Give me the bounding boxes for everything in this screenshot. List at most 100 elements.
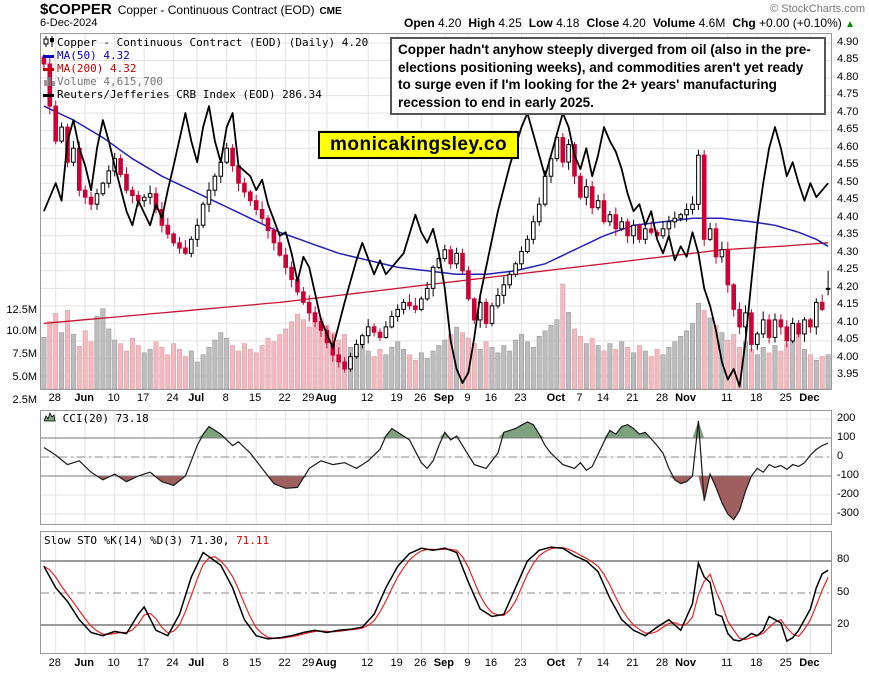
- cci-overbought-fill: [41, 420, 831, 438]
- date-tick-label: 12: [361, 657, 374, 669]
- price-axis-label: 4.25: [837, 263, 859, 276]
- date-tick-label: 15: [249, 657, 262, 669]
- line-swatch-icon: [43, 67, 54, 71]
- date-tick-label: 7: [576, 657, 583, 669]
- volume-bars-icon: [44, 77, 55, 86]
- legend-text: MA(200) 4.32: [57, 62, 137, 75]
- date-tick-label: Jun: [74, 657, 94, 669]
- date-tick-label: Jul: [188, 657, 205, 669]
- price-axis-label: 4.85: [837, 53, 859, 66]
- date-tick-label: Jul: [188, 392, 205, 404]
- date-tick-label: Oct: [546, 392, 566, 404]
- cci-canvas: [41, 411, 831, 524]
- stochastic-legend: Slow STO %K(14) %D(3) 71.30, 71.11: [44, 534, 269, 547]
- price-axis-label: 4.80: [837, 70, 859, 83]
- date-tick-label: 8: [222, 657, 229, 669]
- sto-axis-label: 80: [837, 553, 850, 566]
- date-tick-label: 21: [626, 392, 639, 404]
- price-axis-label: 4.55: [837, 158, 859, 171]
- date-tick-label: Nov: [675, 392, 696, 404]
- date-tick-label: 19: [390, 657, 403, 669]
- date-tick-label: Dec: [799, 392, 820, 404]
- date-tick-label: 11: [721, 657, 733, 669]
- date-tick-label: 14: [596, 657, 610, 669]
- chart-header: $COPPER Copper - Continuous Contract (EOD…: [40, 1, 342, 19]
- date-tick-label: 29: [302, 392, 315, 404]
- volume-axis-label: 12.5M: [6, 303, 37, 316]
- watermark-text: monicakingsley.co: [330, 134, 508, 155]
- date-tick-label: Jun: [74, 392, 94, 404]
- crb-index-line: [43, 105, 829, 388]
- price-axis-label: 4.45: [837, 193, 859, 206]
- date-tick-label: 22: [278, 657, 291, 669]
- date-tick-label: 10: [107, 392, 120, 404]
- cci-axis-label: 100: [837, 430, 856, 443]
- cci-oversold-fill: [41, 476, 831, 520]
- price-axis-label: 4.65: [837, 123, 859, 136]
- date-tick-label: 12: [361, 392, 374, 404]
- price-axis-label: 4.10: [837, 315, 859, 328]
- date-tick-label: 28: [48, 657, 61, 669]
- quote-value: 4.18: [556, 16, 580, 30]
- legend-text: Copper - Continuous Contract (EOD) (Dail…: [57, 36, 369, 49]
- price-axis-label: 4.75: [837, 88, 859, 101]
- date-tick-label: Nov: [675, 657, 696, 669]
- ma50-line: [43, 105, 829, 276]
- date-tick-label: Oct: [546, 657, 566, 669]
- annotation-box: Copper hadn't anyhow steeply diverged fr…: [390, 37, 826, 116]
- date-tick-label: 15: [249, 392, 262, 404]
- change-up-icon: ▲: [845, 19, 855, 30]
- date-tick-label: Sep: [433, 392, 454, 404]
- date-tick-label: 28: [655, 657, 669, 669]
- cci-legend: CCI(20) 73.18: [43, 411, 149, 425]
- line-swatch-icon: [43, 54, 54, 58]
- price-axis-label: 4.20: [837, 280, 859, 293]
- price-axis-label: 4.50: [837, 175, 859, 188]
- quote-value: 4.25: [498, 16, 522, 30]
- date-tick-label: Aug: [315, 657, 337, 669]
- ma200-line: [43, 242, 829, 325]
- volume-axis-label: 2.5M: [12, 393, 37, 406]
- price-axis-label: 4.30: [837, 245, 859, 258]
- chart-date: 6-Dec-2024: [40, 17, 98, 29]
- date-tick-label: 18: [750, 657, 763, 669]
- price-axis-label: 4.05: [837, 333, 859, 346]
- price-axis-label: 3.95: [837, 368, 859, 381]
- security-name: Copper - Continuous Contract (EOD): [117, 3, 315, 17]
- date-tick-label: 9: [464, 657, 471, 669]
- quote-value: +0.00 (+0.10%): [759, 16, 842, 30]
- quote-label: Volume: [652, 16, 696, 30]
- date-tick-label: 16: [484, 392, 498, 404]
- price-axis-label: 4.35: [837, 228, 859, 241]
- stochastic-panel: [40, 531, 832, 654]
- date-tick-label: 18: [750, 392, 763, 404]
- price-axis-label: 4.00: [837, 350, 859, 363]
- price-axis-label: 4.40: [837, 210, 859, 223]
- candlestick-icon: [43, 36, 54, 47]
- date-tick-label: 28: [48, 392, 61, 404]
- area-icon: [43, 411, 56, 422]
- cci-panel: [40, 410, 832, 525]
- sto-legend-d-value: 71.11: [236, 534, 270, 547]
- date-tick-label: 25: [779, 657, 792, 669]
- quote-label: Open: [404, 16, 435, 30]
- date-tick-label: 23: [514, 392, 527, 404]
- date-tick-label: 22: [278, 392, 291, 404]
- date-tick-label: Sep: [433, 657, 454, 669]
- stochastic-canvas: [41, 532, 831, 653]
- line-swatch-icon: [43, 93, 54, 97]
- cci-legend-text: CCI(20) 73.18: [62, 412, 149, 425]
- legend-row: Reuters/Jefferies CRB Index (EOD) 286.34: [43, 88, 368, 101]
- sto-axis-label: 50: [837, 585, 850, 598]
- quote-stats-row: Open 4.20 High 4.25 Low 4.18 Close 4.20 Volu…: [397, 16, 855, 30]
- legend-row: Copper - Continuous Contract (EOD) (Dail…: [43, 36, 368, 49]
- quote-value: 4.20: [622, 16, 646, 30]
- cci-axis-label: 200: [837, 411, 856, 424]
- ticker-symbol: $COPPER: [40, 1, 112, 18]
- date-tick-label: 17: [137, 392, 150, 404]
- date-tick-label: 29: [302, 657, 315, 669]
- date-tick-label: 21: [626, 657, 639, 669]
- annotation-text: Copper hadn't anyhow steeply diverged fr…: [398, 42, 811, 110]
- legend-row: Volume 4,615,700: [43, 75, 368, 88]
